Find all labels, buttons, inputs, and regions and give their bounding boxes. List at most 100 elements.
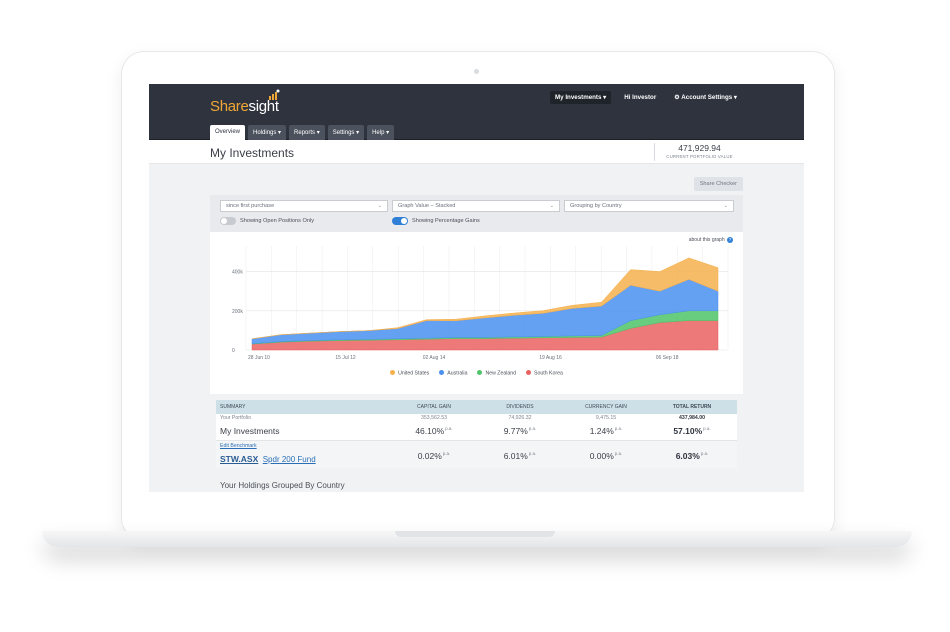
camera — [474, 69, 479, 74]
portfolio-value-box: 471,929.94 CURRENT PORTFOLIO VALUE — [654, 143, 744, 161]
chevron-down-icon: ⌄ — [723, 203, 728, 209]
portfolio-capital-gain: 353,562.53 46.10%p.a. — [391, 415, 477, 439]
percentage-gains-label: Showing Percentage Gains — [412, 218, 480, 224]
y-tick-label: 0 — [232, 348, 235, 354]
grouping-select[interactable]: Grouping by Country ⌄ — [564, 200, 734, 212]
logo-text-part2: sight — [248, 98, 279, 115]
portfolio-label: My Investments — [220, 426, 280, 436]
help-icon: ? — [727, 237, 733, 243]
benchmark-dividends: 6.01%p.a. — [477, 446, 563, 464]
header-capital-gain: CAPITAL GAIN — [417, 404, 451, 410]
legend-dot-icon — [526, 370, 532, 375]
my-investments-menu[interactable]: My Investments ▾ — [550, 91, 612, 104]
benchmark-currency-gain: 0.00%p.a. — [563, 446, 649, 464]
legend-label: United States — [398, 370, 430, 377]
header-dividends: DIVIDENDS — [506, 404, 534, 410]
summary-header-row: SUMMARY CAPITAL GAIN DIVIDENDS CURRENCY … — [216, 400, 737, 414]
portfolio-value: 471,929.94 — [678, 143, 721, 153]
graph-type-select-value: Graph Value – Stacked — [398, 203, 456, 209]
pa-label: p.a. — [614, 450, 623, 456]
legend-dot-icon — [390, 370, 396, 375]
legend-dot-icon — [477, 370, 483, 375]
portfolio-dividends: 74,926.32 9.77%p.a. — [477, 415, 563, 439]
percentage-gains-toggle[interactable] — [392, 217, 408, 225]
portfolio-label-small: Your Portfolio — [220, 415, 251, 421]
pa-label: p.a. — [700, 450, 709, 456]
benchmark-fund-link[interactable]: Spdr 200 Fund — [262, 454, 316, 464]
x-tick-label: 15 Jul 12 — [335, 355, 356, 361]
legend-item[interactable]: Australia — [439, 370, 467, 377]
app-screen: Sharesight My Investments ▾ Hi Investor … — [149, 84, 804, 492]
benchmark-ticker-link[interactable]: STW.ASX — [220, 453, 259, 464]
pa-label: p.a. — [703, 426, 711, 431]
benchmark-currency-percent: 0.00% — [589, 450, 614, 461]
period-select-value: since first purchase — [226, 203, 275, 209]
benchmark-capital-gain-percent: 0.02% — [417, 450, 442, 461]
stacked-area-chart: 0 200k 400k 28 Jun 10 15 Jul 12 02 Aug 14 19 A… — [232, 246, 729, 361]
pa-label: p.a. — [445, 426, 453, 431]
open-positions-toggle[interactable] — [220, 217, 236, 225]
area-series-united-states[interactable] — [251, 257, 719, 340]
laptop-notch — [395, 531, 555, 537]
tab-reports[interactable]: Reports ▾ — [289, 125, 325, 141]
tab-holdings[interactable]: Holdings ▾ — [248, 125, 287, 141]
legend-label: Australia — [447, 370, 468, 377]
benchmark-row: Edit Benchmark STW.ASX Spdr 200 Fund 0.0… — [216, 441, 737, 468]
capital-gain-percent: 46.10% — [415, 426, 445, 436]
top-nav: My Investments ▾ Hi Investor ⚙ Account S… — [550, 91, 742, 104]
tab-settings[interactable]: Settings ▾ — [327, 125, 365, 141]
main-tabs: Overview Holdings ▾ Reports ▾ Settings ▾… — [210, 125, 395, 141]
legend-item[interactable]: South Korea — [526, 370, 563, 377]
y-tick-label: 400k — [232, 270, 243, 276]
benchmark-dividends-percent: 6.01% — [503, 450, 528, 461]
graph-type-select[interactable]: Graph Value – Stacked ⌄ — [392, 200, 560, 212]
portfolio-row: Your Portfolio My Investments 353,562.53… — [216, 414, 737, 441]
brand-logo[interactable]: Sharesight — [210, 98, 279, 115]
benchmark-total-percent: 6.03% — [675, 450, 700, 461]
y-tick-label: 200k — [232, 309, 243, 315]
legend-item[interactable]: New Zealand — [477, 370, 516, 377]
x-tick-label: 28 Jun 10 — [248, 355, 270, 361]
share-checker-button[interactable]: Share Checker — [693, 177, 743, 191]
legend-item[interactable]: United States — [390, 370, 429, 377]
main-content: Share Checker since first purchase ⌄ Gra… — [210, 168, 743, 492]
chart-panel: about this graph ? 0 200k 400k 28 Jun 10 15 … — [210, 232, 743, 394]
currency-gain-percent: 1.24% — [589, 426, 614, 436]
pa-label: p.a. — [614, 426, 623, 431]
account-settings-menu[interactable]: ⚙ Account Settings ▾ — [674, 94, 737, 101]
app-header: Sharesight My Investments ▾ Hi Investor … — [149, 84, 804, 141]
holdings-section-title: Your Holdings Grouped By Country — [220, 481, 345, 490]
x-tick-label: 19 Aug 16 — [539, 355, 562, 361]
period-select[interactable]: since first purchase ⌄ — [220, 200, 388, 212]
chevron-down-icon: ⌄ — [377, 203, 382, 209]
logo-chart-icon — [269, 89, 280, 100]
total-return-amount: 437,984.00 — [679, 415, 705, 421]
tab-help[interactable]: Help ▾ — [367, 125, 395, 141]
title-bar: My Investments 471,929.94 CURRENT PORTFO… — [149, 140, 804, 164]
grouping-select-value: Grouping by Country — [570, 203, 622, 209]
summary-table: SUMMARY CAPITAL GAIN DIVIDENDS CURRENCY … — [216, 400, 737, 468]
open-positions-toggle-row[interactable]: Showing Open Positions Only — [220, 217, 314, 225]
tab-overview[interactable]: Overview — [210, 125, 246, 141]
open-positions-label: Showing Open Positions Only — [240, 218, 315, 224]
about-graph-link[interactable]: about this graph ? — [689, 237, 733, 243]
logo-text-part1: Share — [210, 98, 249, 115]
portfolio-label-cell: Your Portfolio My Investments — [216, 415, 391, 439]
legend-label: South Korea — [534, 370, 563, 377]
pa-label: p.a. — [528, 450, 537, 456]
greeting-link[interactable]: Hi Investor — [624, 94, 657, 101]
percentage-gains-toggle-row[interactable]: Showing Percentage Gains — [392, 217, 480, 225]
capital-gain-amount: 353,562.53 — [421, 415, 447, 421]
benchmark-total-return: 6.03%p.a. — [649, 446, 735, 464]
dividends-amount: 74,926.32 — [508, 415, 532, 421]
laptop-base — [42, 531, 912, 547]
chevron-down-icon: ⌄ — [549, 203, 554, 209]
x-tick-label: 02 Aug 14 — [423, 355, 446, 361]
edit-benchmark-link[interactable]: Edit Benchmark — [220, 442, 257, 449]
portfolio-value-label: CURRENT PORTFOLIO VALUE — [666, 154, 733, 159]
filter-panel: since first purchase ⌄ Graph Value – Sta… — [210, 195, 743, 232]
page-title: My Investments — [210, 146, 295, 160]
x-tick-label: 06 Sep 18 — [656, 355, 679, 361]
header-summary: SUMMARY — [220, 404, 246, 410]
benchmark-capital-gain: 0.02%p.a. — [391, 446, 477, 464]
